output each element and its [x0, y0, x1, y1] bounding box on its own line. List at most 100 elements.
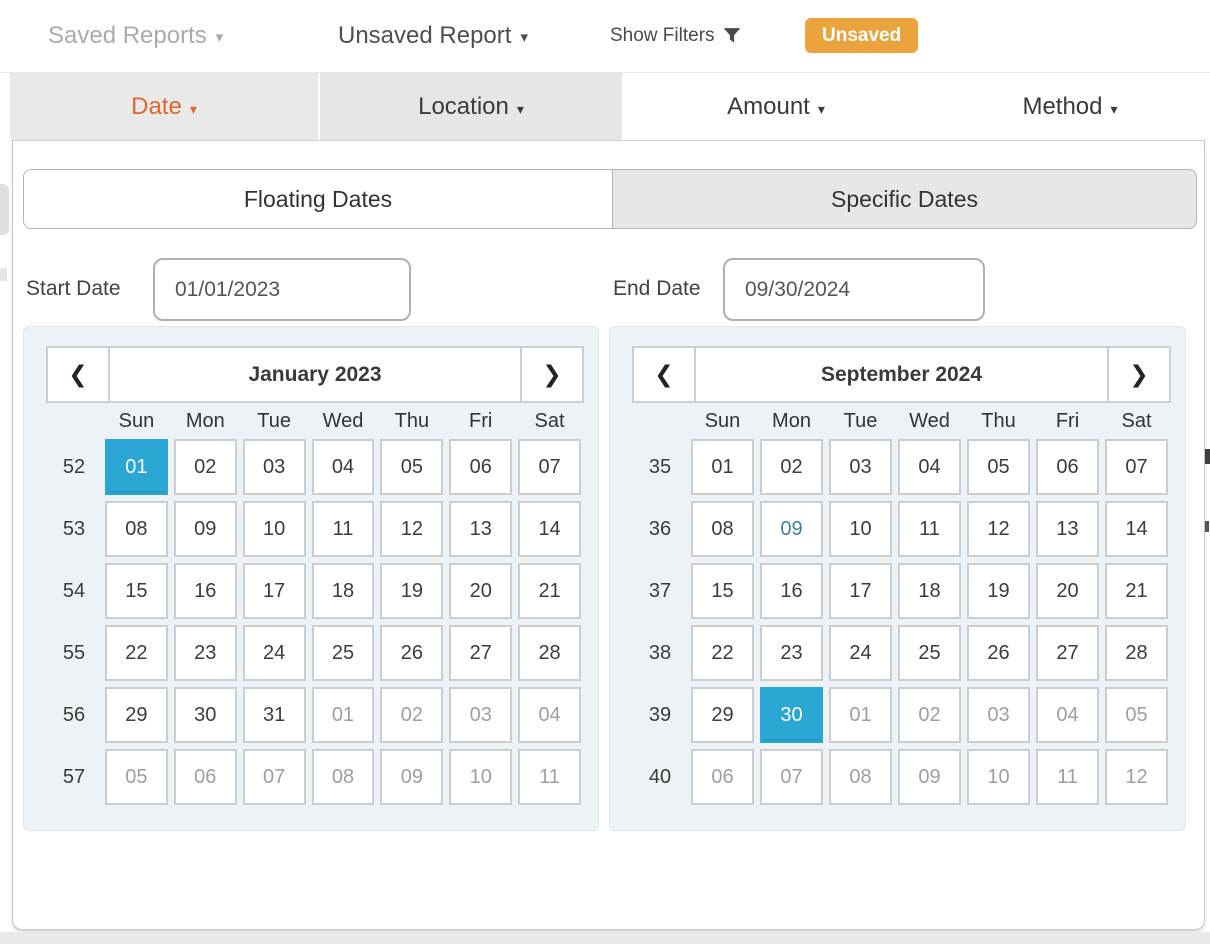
day-cell-15[interactable]: 15: [691, 563, 754, 619]
tab-floating-dates[interactable]: Floating Dates: [23, 169, 613, 229]
day-cell-21[interactable]: 21: [518, 563, 581, 619]
day-cell-06[interactable]: 06: [1036, 439, 1099, 495]
day-cell-16[interactable]: 16: [760, 563, 823, 619]
day-cell-21[interactable]: 21: [1105, 563, 1168, 619]
day-cell-02[interactable]: 02: [760, 439, 823, 495]
day-cell-01[interactable]: 01: [829, 687, 892, 743]
day-cell-24[interactable]: 24: [829, 625, 892, 681]
day-cell-19[interactable]: 19: [380, 563, 444, 619]
day-cell-04[interactable]: 04: [1036, 687, 1099, 743]
day-cell-18[interactable]: 18: [898, 563, 961, 619]
prev-month-button[interactable]: ❮: [632, 346, 696, 403]
day-cell-20[interactable]: 20: [1036, 563, 1099, 619]
day-cell-17[interactable]: 17: [242, 563, 306, 619]
day-cell-03[interactable]: 03: [242, 439, 306, 495]
day-cell-06[interactable]: 06: [691, 749, 754, 805]
day-cell-25[interactable]: 25: [898, 625, 961, 681]
day-cell-10[interactable]: 10: [967, 749, 1030, 805]
day-cell-08[interactable]: 08: [105, 501, 168, 557]
tab-amount[interactable]: Amount ▾: [622, 73, 930, 141]
day-cell-01[interactable]: 01: [105, 439, 168, 495]
day-cell-28[interactable]: 28: [1105, 625, 1168, 681]
day-cell-05[interactable]: 05: [1105, 687, 1168, 743]
start-date-input[interactable]: [153, 258, 411, 321]
day-cell-01[interactable]: 01: [691, 439, 754, 495]
day-cell-14[interactable]: 14: [518, 501, 581, 557]
day-cell-02[interactable]: 02: [173, 439, 237, 495]
day-cell-28[interactable]: 28: [518, 625, 581, 681]
day-cell-11[interactable]: 11: [898, 501, 961, 557]
day-cell-30[interactable]: 30: [760, 687, 823, 743]
day-cell-03[interactable]: 03: [967, 687, 1030, 743]
day-cell-18[interactable]: 18: [311, 563, 375, 619]
day-cell-27[interactable]: 27: [449, 625, 513, 681]
day-cell-09[interactable]: 09: [173, 501, 237, 557]
day-cell-19[interactable]: 19: [967, 563, 1030, 619]
day-cell-05[interactable]: 05: [380, 439, 444, 495]
day-cell-09[interactable]: 09: [760, 501, 823, 557]
day-cell-12[interactable]: 12: [1105, 749, 1168, 805]
day-cell-08[interactable]: 08: [311, 749, 375, 805]
day-cell-24[interactable]: 24: [242, 625, 306, 681]
day-cell-06[interactable]: 06: [173, 749, 237, 805]
day-cell-05[interactable]: 05: [105, 749, 168, 805]
tab-date[interactable]: Date ▾: [10, 73, 318, 141]
day-cell-11[interactable]: 11: [518, 749, 581, 805]
day-cell-07[interactable]: 07: [760, 749, 823, 805]
prev-month-button[interactable]: ❮: [46, 346, 110, 403]
day-cell-17[interactable]: 17: [829, 563, 892, 619]
tab-method[interactable]: Method ▾: [930, 73, 1210, 141]
day-cell-07[interactable]: 07: [242, 749, 306, 805]
day-cell-27[interactable]: 27: [1036, 625, 1099, 681]
day-cell-04[interactable]: 04: [311, 439, 375, 495]
day-cell-06[interactable]: 06: [449, 439, 513, 495]
day-cell-10[interactable]: 10: [829, 501, 892, 557]
end-date-input[interactable]: [723, 258, 985, 321]
day-cell-12[interactable]: 12: [967, 501, 1030, 557]
day-cell-08[interactable]: 08: [829, 749, 892, 805]
day-cell-08[interactable]: 08: [691, 501, 754, 557]
day-cell-13[interactable]: 13: [449, 501, 513, 557]
day-cell-04[interactable]: 04: [518, 687, 581, 743]
day-cell-09[interactable]: 09: [380, 749, 444, 805]
next-month-button[interactable]: ❯: [1107, 346, 1171, 403]
day-cell-03[interactable]: 03: [829, 439, 892, 495]
chevron-down-icon: ▾: [1110, 101, 1118, 117]
day-cell-09[interactable]: 09: [898, 749, 961, 805]
day-cell-16[interactable]: 16: [173, 563, 237, 619]
day-cell-03[interactable]: 03: [449, 687, 513, 743]
unsaved-report-dropdown[interactable]: Unsaved Report ▾: [338, 0, 528, 71]
day-cell-29[interactable]: 29: [105, 687, 168, 743]
day-cell-07[interactable]: 07: [1105, 439, 1168, 495]
day-cell-26[interactable]: 26: [380, 625, 444, 681]
day-cell-02[interactable]: 02: [898, 687, 961, 743]
tab-location[interactable]: Location ▾: [320, 73, 622, 141]
day-cell-26[interactable]: 26: [967, 625, 1030, 681]
day-cell-10[interactable]: 10: [449, 749, 513, 805]
saved-reports-dropdown[interactable]: Saved Reports ▾: [48, 0, 223, 71]
day-cell-30[interactable]: 30: [173, 687, 237, 743]
day-cell-22[interactable]: 22: [105, 625, 168, 681]
show-filters-button[interactable]: Show Filters: [610, 0, 741, 71]
day-cell-29[interactable]: 29: [691, 687, 754, 743]
day-cell-31[interactable]: 31: [242, 687, 306, 743]
day-cell-23[interactable]: 23: [173, 625, 237, 681]
day-cell-11[interactable]: 11: [311, 501, 375, 557]
day-cell-12[interactable]: 12: [380, 501, 444, 557]
day-cell-01[interactable]: 01: [311, 687, 375, 743]
day-cell-20[interactable]: 20: [449, 563, 513, 619]
day-cell-13[interactable]: 13: [1036, 501, 1099, 557]
next-month-button[interactable]: ❯: [520, 346, 584, 403]
day-cell-15[interactable]: 15: [105, 563, 168, 619]
day-cell-14[interactable]: 14: [1105, 501, 1168, 557]
day-cell-10[interactable]: 10: [242, 501, 306, 557]
day-cell-22[interactable]: 22: [691, 625, 754, 681]
day-cell-23[interactable]: 23: [760, 625, 823, 681]
day-cell-25[interactable]: 25: [311, 625, 375, 681]
day-cell-04[interactable]: 04: [898, 439, 961, 495]
day-cell-02[interactable]: 02: [380, 687, 444, 743]
day-cell-05[interactable]: 05: [967, 439, 1030, 495]
day-cell-11[interactable]: 11: [1036, 749, 1099, 805]
day-cell-07[interactable]: 07: [518, 439, 581, 495]
tab-specific-dates[interactable]: Specific Dates: [612, 169, 1197, 229]
